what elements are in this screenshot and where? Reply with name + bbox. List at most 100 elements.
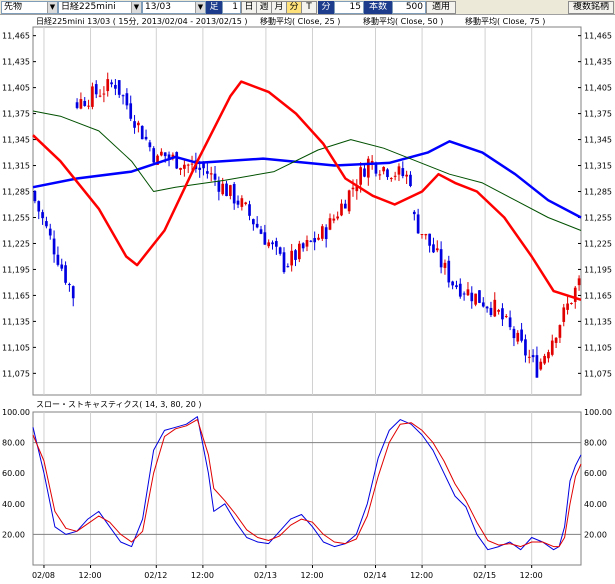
stochastic-y-tick-label-left: 60.00 [2,469,25,478]
price-y-tick-label-left: 11,135 [2,317,30,326]
candle-body [98,95,102,97]
candle-body [374,162,378,174]
candle-body [562,307,566,322]
price-y-tick-label-left: 11,105 [2,343,30,352]
minute-label: 分 [318,1,334,14]
candle-body [114,84,117,89]
candle-body [435,248,439,251]
candle-body [328,218,332,230]
candle-body [48,228,52,236]
candle-body [566,303,569,310]
candle-body [198,167,202,170]
product-select[interactable]: 先物 ▼ [1,1,58,14]
candle-body [186,164,190,166]
price-y-tick-label-right: 11,075 [584,369,612,378]
candle-body [470,292,474,302]
candle-body [420,234,424,236]
minute-button[interactable]: 分 [286,1,302,14]
apply-button[interactable]: 適用 [426,1,456,14]
candle-body [110,82,113,85]
candle-body [121,95,125,97]
candle-body [163,152,167,157]
candle-body [324,227,328,240]
price-y-tick-label-left: 11,435 [2,58,30,67]
price-y-tick-label-right: 11,375 [584,110,612,119]
candle-body [125,93,129,106]
candle-body [405,174,408,177]
candle-body [301,243,305,249]
candle-body [550,340,554,355]
price-y-tick-label-right: 11,405 [584,84,612,93]
month-button[interactable]: 月 [271,1,287,14]
price-y-ticks: 11,465 11,465 11,435 11,435 11,405 11,405 11,3… [2,32,612,379]
candle-body [428,233,431,246]
candle-body [305,240,309,247]
candle-body [455,285,458,288]
stochastic-y-tick-label-right: 60.00 [584,469,607,478]
month-select[interactable]: 13/03 ▼ [142,1,206,14]
count-value-text: 500 [405,2,423,12]
candle-body [209,173,213,175]
x-tick-label: 12:00 [79,571,102,580]
candle-body [504,316,508,318]
month-select-value: 13/03 [145,2,171,12]
price-y-tick-label-left: 11,075 [2,369,30,378]
price-y-tick-label-left: 11,195 [2,265,30,274]
stochastic-pane: スロー・ストキャスティクス( 14, 3, 80, 20 ) 100.00 100… [2,400,612,551]
period-value[interactable]: 1 [222,1,241,14]
candle-body [493,299,497,317]
candle-body [52,238,56,255]
candle-body [508,317,512,328]
candle-body [129,103,133,119]
candle-body [382,166,385,172]
candle-body [347,190,351,212]
product-select-value: 先物 [4,2,23,12]
candle-body [516,332,520,342]
candle-body [343,203,347,209]
candle-body [570,302,573,304]
week-button[interactable]: 週 [256,1,272,14]
grid [32,26,582,566]
candle-body [259,229,263,234]
candle-body [202,162,205,169]
candle-body [133,121,136,128]
candle-body [290,250,294,266]
stochastic-y-tick-label-left: 100.00 [2,408,30,417]
price-y-tick-label-right: 11,225 [584,239,612,248]
stochastic-y-tick-label-right: 100.00 [584,408,612,417]
chart-svg: 日経225mini 13/03 ( 15分, 2013/02/04 - 2013… [2,16,612,580]
candle-body [527,356,531,358]
candle-body [573,287,577,302]
price-frame [32,26,582,396]
count-value[interactable]: 500 [392,1,426,14]
candle-body [152,148,156,163]
candle-body [255,223,259,228]
candle-body [229,185,232,196]
candle-body [336,216,339,219]
x-tick-label: 02/15 [473,571,496,580]
x-ticks: 02/08 12:00 02/12 12:00 02/13 12:00 02/14 12:00… [32,565,543,580]
candle-body [412,211,416,215]
x-tick-label: 02/08 [32,571,55,580]
minute-value[interactable]: 15 [334,1,364,14]
day-button[interactable]: 日 [241,1,257,14]
multi-symbol-button[interactable]: 複数銘柄 [568,1,614,14]
candle-body [275,241,278,247]
candle-body [351,187,355,190]
candle-body [179,167,182,170]
candle-body [558,325,562,338]
candle-body [520,329,523,341]
candle-body [497,310,500,312]
ma-line [32,110,582,231]
candle-body [313,238,317,243]
price-y-tick-label-right: 11,285 [584,188,612,197]
price-y-tick-label-left: 11,345 [2,136,30,145]
stochastic-y-tick-label-right: 20.00 [584,530,607,539]
x-tick-label: 02/13 [254,571,277,580]
candle-body [213,173,217,180]
candles [33,72,581,378]
candle-body [236,200,240,205]
candle-body [447,260,451,283]
contract-select[interactable]: 日経225mini ▼ [58,1,142,14]
tick-button[interactable]: T [301,1,317,14]
